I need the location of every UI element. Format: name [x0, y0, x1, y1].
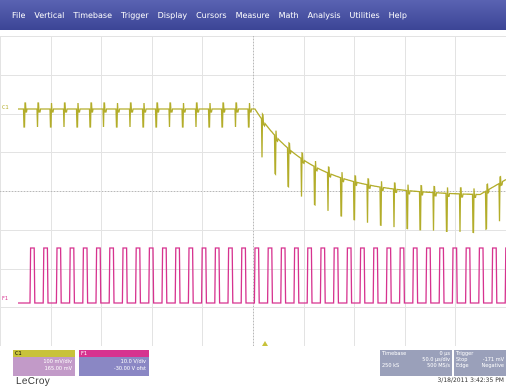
trigger-descriptor[interactable]: Trigger Stop -171 mV Edge Negative — [454, 350, 506, 376]
menu-help[interactable]: Help — [388, 10, 407, 20]
trace-c1-waveform — [18, 102, 506, 234]
menu-display[interactable]: Display — [157, 10, 188, 20]
trigger-slope: Negative — [481, 363, 504, 369]
trigger-position-marker — [262, 341, 268, 346]
timebase-scale: 50.0 µs/div — [422, 357, 450, 363]
trace-f1-waveform — [18, 247, 506, 304]
menu-file[interactable]: File — [12, 10, 26, 20]
date-time: 3/18/2011 3:42:35 PM — [437, 377, 504, 384]
trigger-level: -171 mV — [482, 357, 504, 363]
menu-cursors[interactable]: Cursors — [196, 10, 227, 20]
channel-c1-offset: 165.00 mV — [44, 366, 72, 372]
channel-f1-label: F1 — [81, 350, 88, 357]
channel-f1-descriptor[interactable]: F1 10.0 V/div -30.00 V ofst — [79, 350, 149, 376]
menu-measure[interactable]: Measure — [235, 10, 270, 20]
trace-c1-marker: C1 — [2, 105, 9, 111]
menu-utilities[interactable]: Utilities — [349, 10, 380, 20]
menu-trigger[interactable]: Trigger — [121, 10, 149, 20]
channel-c1-label: C1 — [15, 350, 22, 357]
brand-logo: LeCroy — [16, 376, 51, 387]
channel-f1-offset: -30.00 V ofst — [113, 366, 146, 372]
waveform-graticule: C1 F1 — [0, 36, 506, 346]
channel-f1-scale: 10.0 V/div — [120, 359, 146, 365]
status-panel: C1 100 mV/div 165.00 mV F1 10.0 V/div -3… — [0, 346, 506, 387]
trigger-label: Trigger — [456, 351, 474, 357]
timebase-delay: 0 µs — [439, 351, 450, 357]
timebase-label: Timebase — [382, 351, 407, 357]
trigger-mode: Stop — [456, 357, 468, 363]
trigger-type: Edge — [456, 363, 469, 369]
trace-f1-marker: F1 — [2, 296, 8, 302]
menu-analysis[interactable]: Analysis — [307, 10, 341, 20]
timebase-samples: 250 kS — [382, 363, 400, 369]
menu-math[interactable]: Math — [278, 10, 299, 20]
timebase-descriptor[interactable]: Timebase 0 µs 50.0 µs/div 250 kS 500 MS/s — [380, 350, 452, 376]
menu-timebase[interactable]: Timebase — [73, 10, 112, 20]
timebase-sample-rate: 500 MS/s — [427, 363, 450, 369]
channel-c1-descriptor[interactable]: C1 100 mV/div 165.00 mV — [13, 350, 75, 376]
channel-c1-scale: 100 mV/div — [43, 359, 72, 365]
menu-bar: File Vertical Timebase Trigger Display C… — [0, 0, 506, 30]
graticule-lines — [0, 36, 506, 346]
waveform-display[interactable]: C1 F1 — [0, 36, 506, 346]
menu-vertical[interactable]: Vertical — [34, 10, 65, 20]
